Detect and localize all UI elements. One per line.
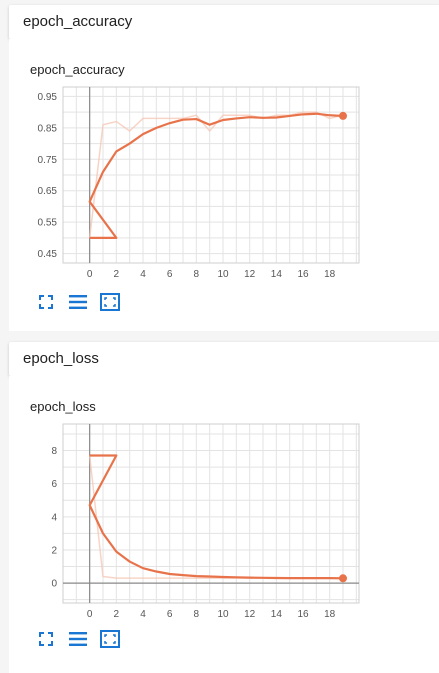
fullscreen-button[interactable] [35, 292, 57, 312]
x-tick-label: 14 [271, 269, 283, 280]
x-tick-label: 18 [324, 609, 336, 620]
x-tick-label: 2 [114, 609, 120, 620]
y-tick-label: 2 [51, 545, 57, 556]
x-tick-label: 0 [87, 609, 93, 620]
x-tick-label: 12 [244, 609, 256, 620]
y-tick-label: 8 [51, 446, 57, 457]
accuracy-chart: 0.95 0.85 0.75 0.65 0.55 0.45 0 2 4 6 8 10 12 14 16 18 [38, 86, 360, 280]
x-tick-label: 0 [87, 269, 93, 280]
last-point-marker [339, 111, 347, 120]
fit-domain-button[interactable] [99, 292, 121, 312]
chart-toolbar [35, 629, 121, 649]
y-tick-label: 0.55 [38, 218, 58, 229]
x-tick-label: 12 [244, 269, 256, 280]
y-tick-label: 0.85 [38, 123, 58, 134]
y-tick-label: 0.75 [38, 155, 58, 166]
chart-title: epoch_loss [30, 399, 96, 414]
y-tick-label: 0.65 [38, 186, 58, 197]
smoothed-series-line [88, 454, 344, 580]
x-tick-label: 2 [114, 269, 120, 280]
chart-card-accuracy: epoch_accuracy 0.95 0.85 0.75 0.65 0.55 0.45 0… [9, 39, 439, 331]
y-tick-label: 6 [51, 479, 57, 490]
list-icon [69, 632, 87, 646]
toggle-log-button[interactable] [67, 629, 89, 649]
section-header-accuracy[interactable]: epoch_accuracy [9, 5, 439, 39]
x-tick-label: 8 [194, 609, 200, 620]
x-tick-label: 4 [140, 269, 146, 280]
fullscreen-icon [39, 295, 53, 309]
y-tick-label: 0.95 [38, 92, 58, 103]
list-icon [69, 295, 87, 309]
smoothed-series-line [88, 112, 344, 239]
chart-card-loss: epoch_loss 8 6 4 2 0 0 2 4 6 8 10 12 14 16 18 [9, 376, 439, 673]
x-tick-label: 10 [217, 609, 229, 620]
toggle-log-button[interactable] [67, 292, 89, 312]
fit-domain-icon [100, 293, 120, 311]
y-tick-label: 0 [51, 579, 57, 590]
section-header-loss[interactable]: epoch_loss [9, 342, 439, 376]
y-tick-label: 0.45 [38, 249, 58, 260]
chart-toolbar [35, 292, 121, 312]
x-tick-label: 16 [297, 269, 309, 280]
plot-frame [62, 86, 360, 264]
plot-frame [62, 423, 360, 604]
fit-domain-icon [100, 630, 120, 648]
x-tick-label: 14 [271, 609, 283, 620]
fit-domain-button[interactable] [99, 629, 121, 649]
x-tick-label: 4 [140, 609, 146, 620]
x-tick-label: 6 [167, 269, 173, 280]
x-tick-label: 10 [217, 269, 229, 280]
loss-chart: 8 6 4 2 0 0 2 4 6 8 10 12 14 16 18 [51, 423, 360, 620]
x-tick-label: 18 [324, 269, 336, 280]
chart-title: epoch_accuracy [30, 62, 125, 77]
last-point-marker [339, 574, 347, 583]
fullscreen-icon [39, 632, 53, 646]
x-tick-label: 6 [167, 609, 173, 620]
x-tick-label: 8 [194, 269, 200, 280]
y-tick-label: 4 [51, 512, 57, 523]
x-tick-label: 16 [297, 609, 309, 620]
fullscreen-button[interactable] [35, 629, 57, 649]
